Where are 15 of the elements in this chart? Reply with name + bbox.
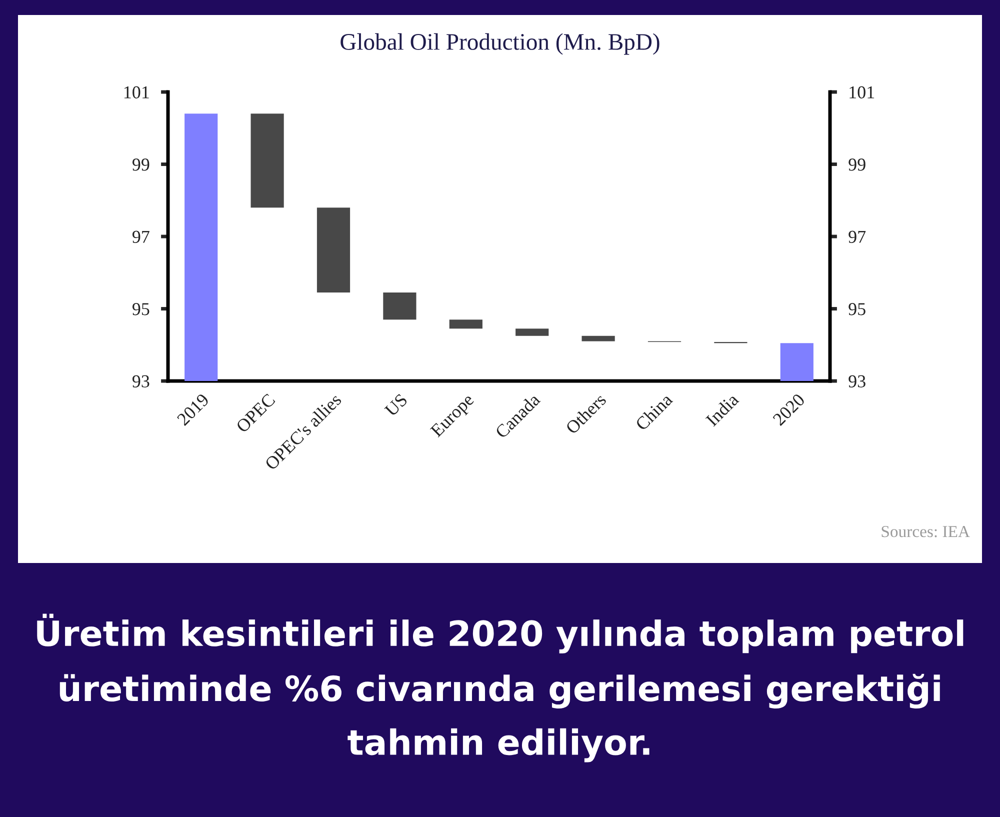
- source-note: Sources: IEA: [882, 526, 970, 538]
- y-tick-label: 95: [132, 303, 150, 316]
- chart-title: Global Oil Production (Mn. BpD): [340, 33, 660, 55]
- y2-tick-label: 93: [848, 375, 866, 388]
- x-tick-label: US: [384, 393, 408, 418]
- y-tick-label: 101: [124, 86, 149, 98]
- y2-tick-label: 97: [848, 230, 866, 243]
- x-tick-label: India: [704, 392, 740, 427]
- y2-tick-label: 99: [848, 158, 866, 171]
- y-tick-label: 93: [132, 375, 150, 388]
- y-tick-label: 97: [132, 230, 150, 243]
- y-tick-label: 99: [132, 158, 150, 171]
- text: Üretim kesintileri ile 2020 yılında toplam petrol üretiminde %6 civarında gerilemesi gerektiği tahmin ediliyor.: [37, 614, 964, 762]
- y2-tick-label: 95: [848, 303, 866, 316]
- y2-tick-label: 101: [850, 86, 874, 98]
